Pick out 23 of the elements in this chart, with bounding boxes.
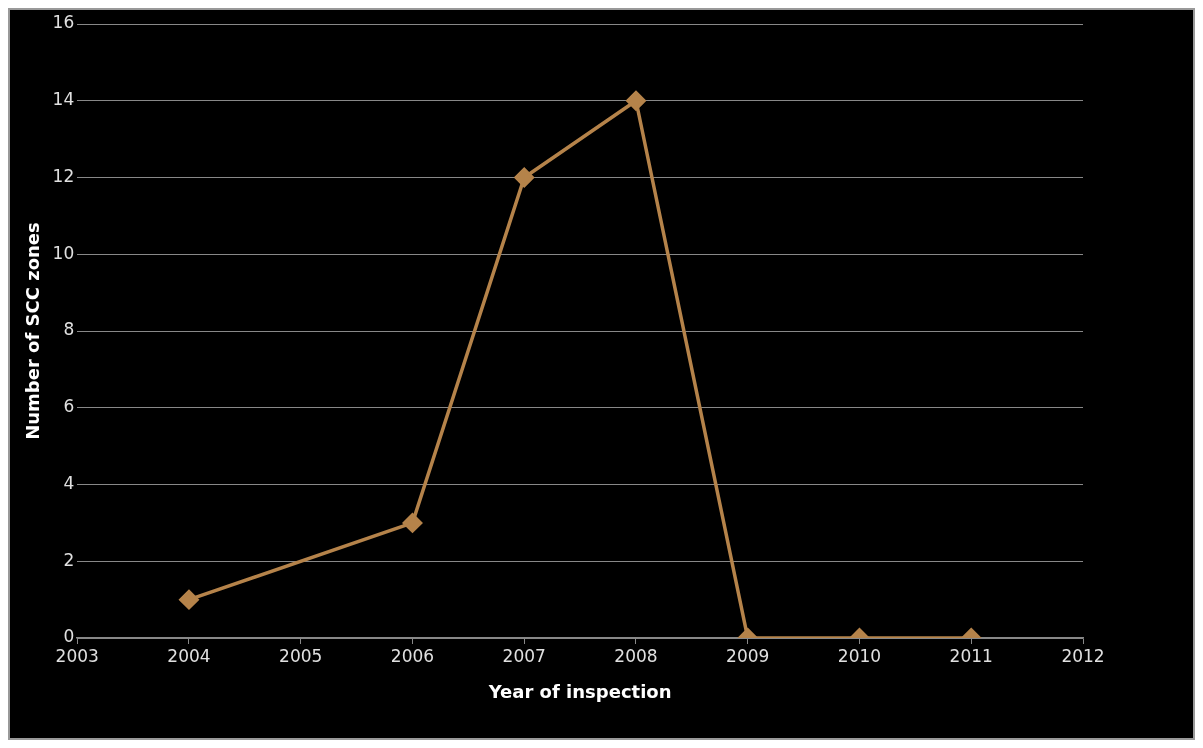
y-tick-label: 8 xyxy=(63,319,75,340)
x-tick-label: 2011 xyxy=(949,645,993,666)
x-tick-label: 2006 xyxy=(390,645,435,666)
y-tick-label: 10 xyxy=(52,242,75,263)
x-tick-label: 2008 xyxy=(614,645,658,666)
point xyxy=(626,91,646,111)
x-tick-label: 2003 xyxy=(55,645,99,666)
y-tick-label: 14 xyxy=(52,89,75,110)
y-tick-label: 2 xyxy=(63,549,75,570)
x-tick-label: 2010 xyxy=(837,645,882,666)
y-tick-label: 6 xyxy=(63,396,75,417)
y-tick-label: 4 xyxy=(63,472,75,493)
x-tick-label: 2007 xyxy=(502,645,546,666)
x-tick-label: 2005 xyxy=(279,645,323,666)
x-axis-title: Year of inspection xyxy=(487,680,672,702)
y-axis-title: Number of SCC zones xyxy=(22,222,44,440)
y-tick-label: 0 xyxy=(63,626,75,647)
point xyxy=(514,167,534,188)
x-tick-label: 2012 xyxy=(1061,645,1105,666)
y-tick-label: 16 xyxy=(52,12,75,33)
y-tick-label: 12 xyxy=(52,165,75,186)
x-tick-label: 2009 xyxy=(726,645,770,666)
x-tick-label: 2004 xyxy=(167,645,211,666)
